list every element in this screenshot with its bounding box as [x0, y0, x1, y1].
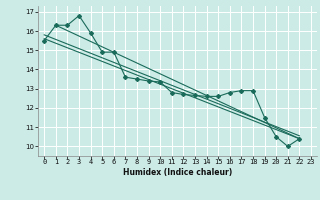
X-axis label: Humidex (Indice chaleur): Humidex (Indice chaleur): [123, 168, 232, 177]
